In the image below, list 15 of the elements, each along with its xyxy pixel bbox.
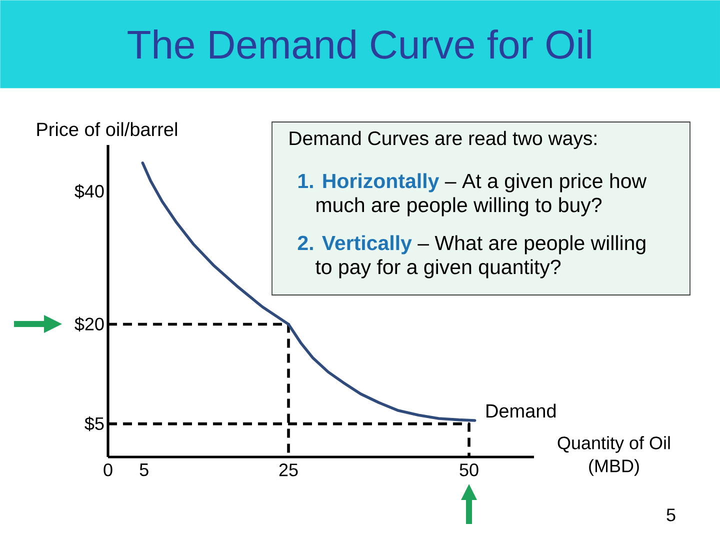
text: 5	[666, 508, 676, 522]
y-tick-label: $20	[74, 316, 104, 332]
chart-title: The Demand Curve for Oil	[128, 30, 591, 59]
x-axis-title: Quantity of Oil (MBD)	[558, 436, 670, 476]
annotation: 1. Horizontally – At a given price how much are people willing to buy?	[298, 173, 647, 216]
y-tick-label: $5	[84, 416, 104, 432]
y-tick-label: $40	[74, 184, 104, 199]
x-tick-label: 0	[104, 464, 112, 476]
annotation: Demand Curves are read two ways:	[290, 130, 596, 150]
x-tick-label: 25	[279, 464, 298, 476]
series-label: Demand	[486, 404, 556, 418]
y-axis-title: Price of oil/barrel	[37, 122, 177, 136]
x-tick-label: 5	[140, 464, 148, 476]
annotation: 2. Vertically – What are people willing to pay for a given quantity?	[298, 235, 646, 278]
x-tick-label: 50	[460, 464, 478, 476]
